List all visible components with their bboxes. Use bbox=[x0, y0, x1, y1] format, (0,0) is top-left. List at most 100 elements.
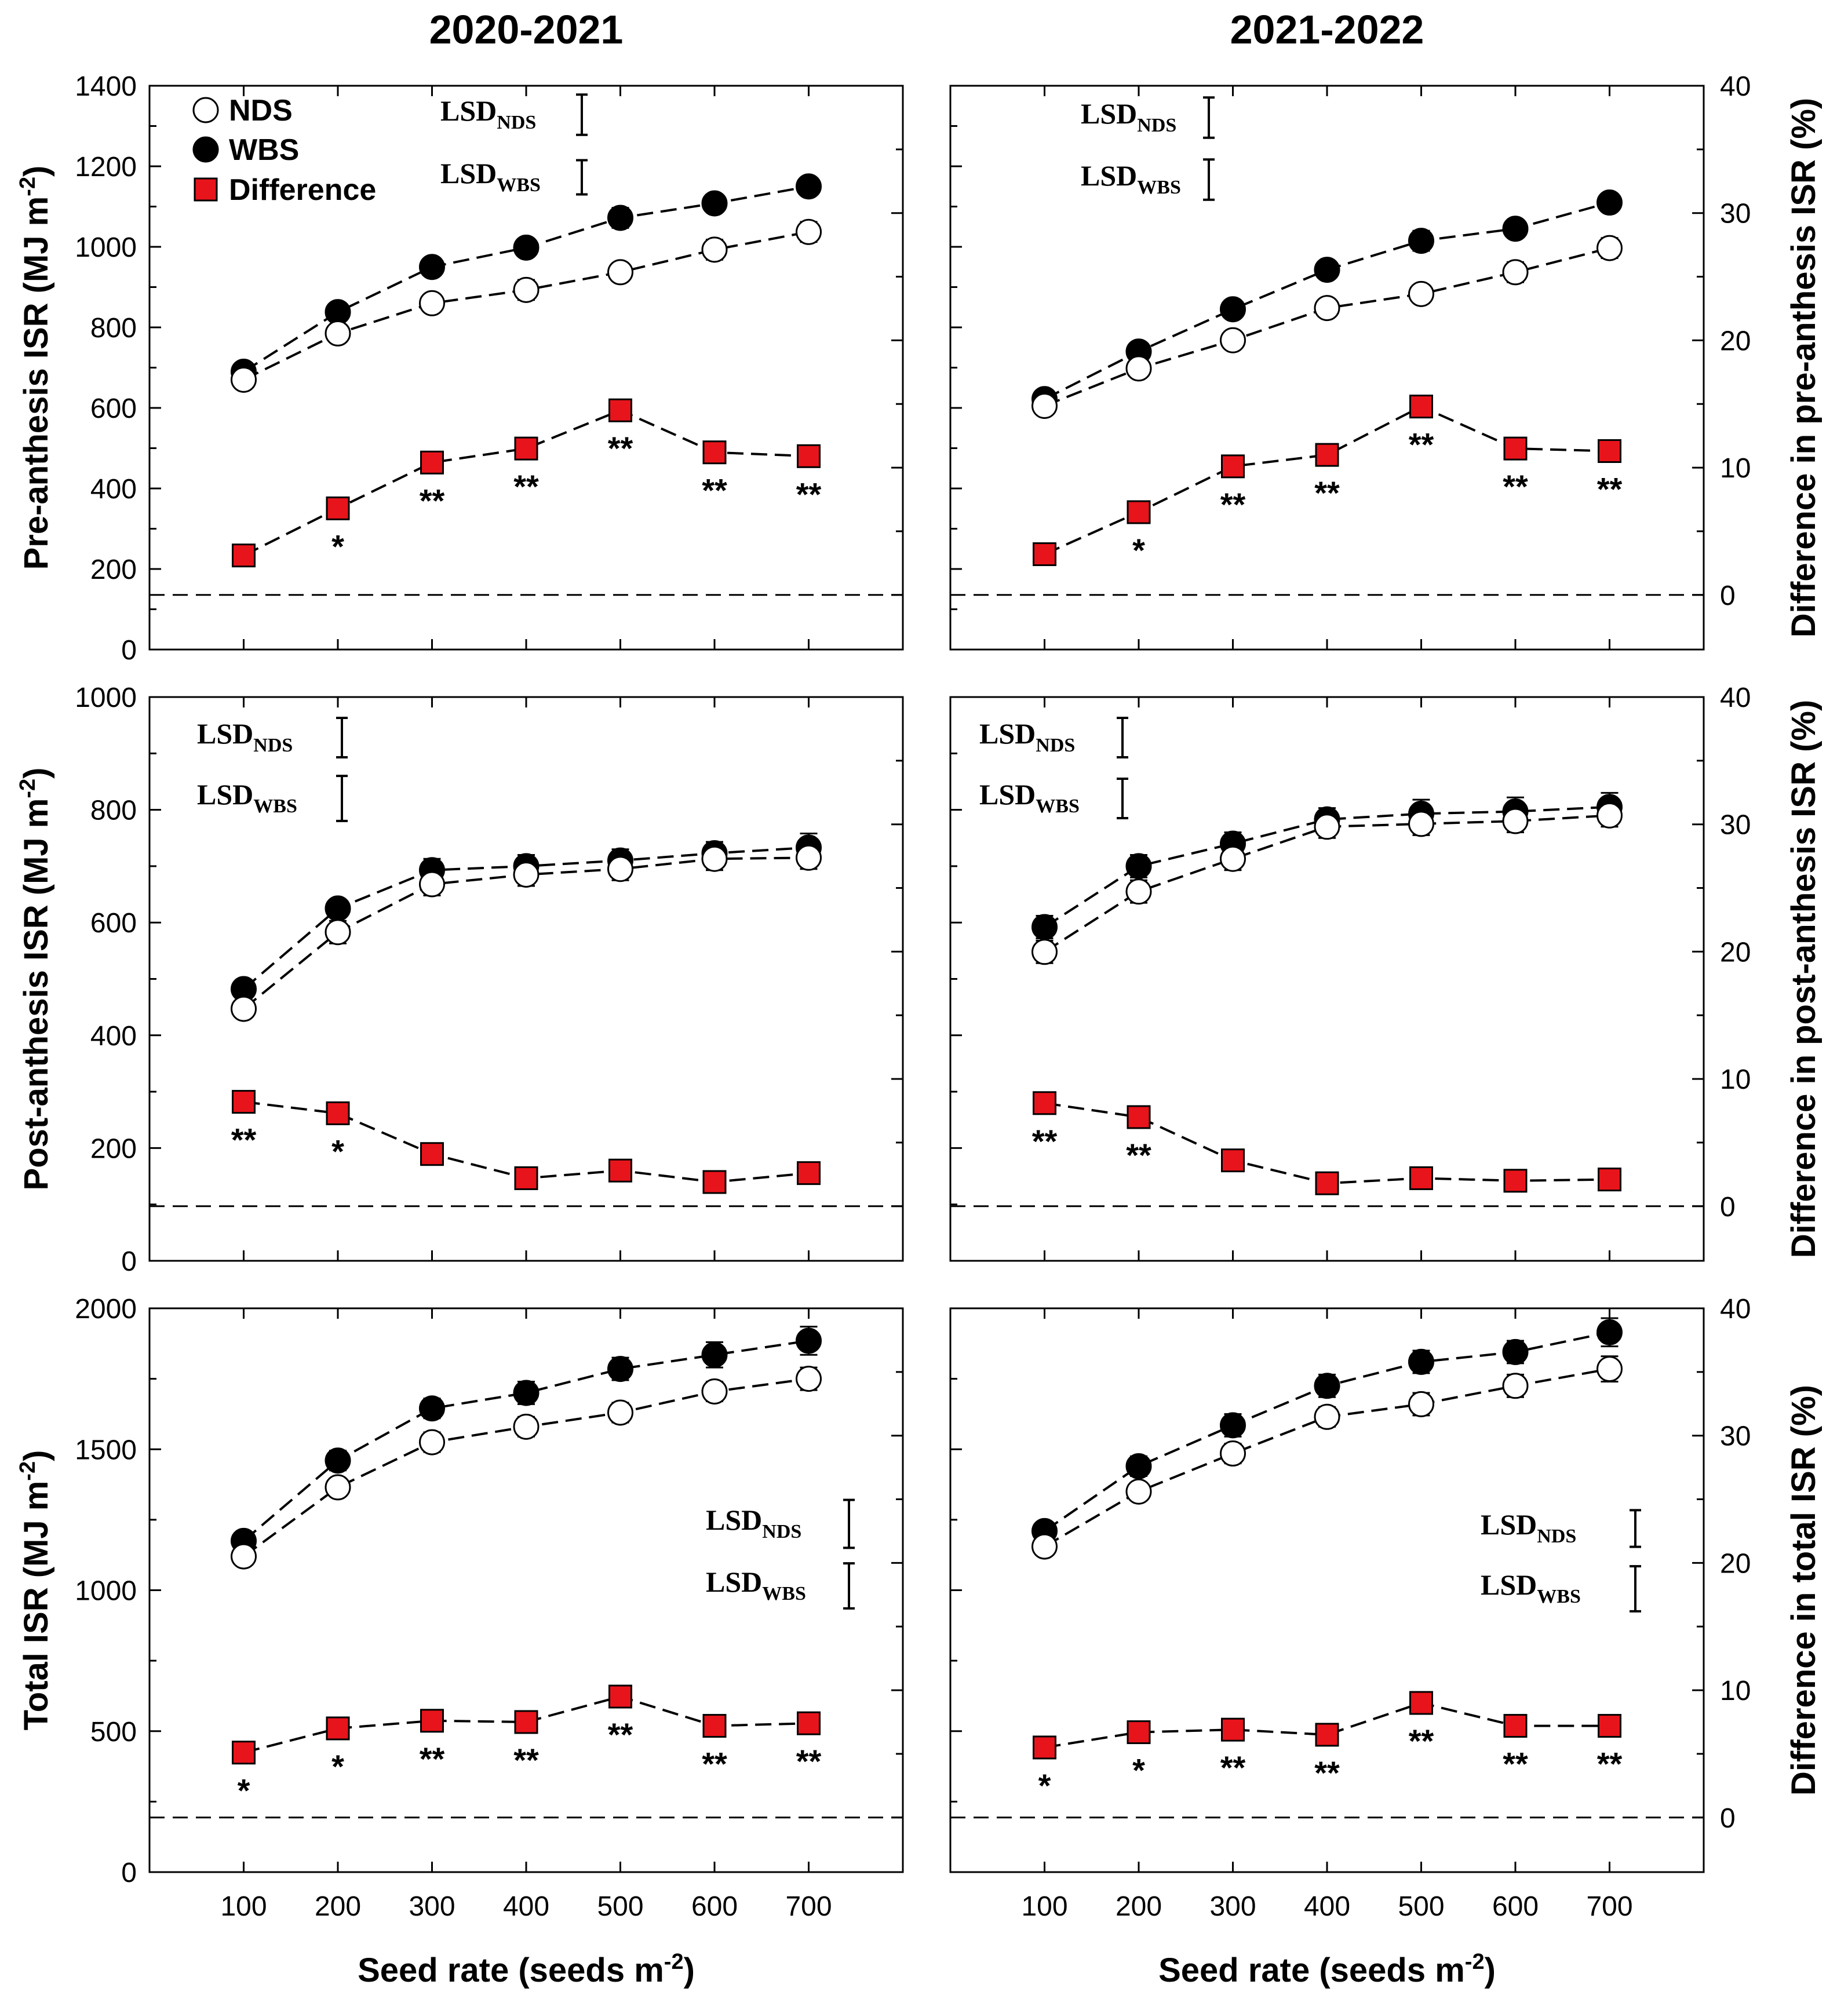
marker-difference bbox=[1033, 1091, 1056, 1115]
significance-label: ** bbox=[1314, 1754, 1340, 1791]
y-tick-label: 600 bbox=[90, 393, 137, 424]
marker-wbs bbox=[1314, 257, 1340, 283]
lsd-word: LSD bbox=[440, 94, 497, 127]
column-title: 2021-2022 bbox=[1230, 7, 1424, 52]
significance-label: * bbox=[1132, 532, 1145, 568]
lsd-subscript: WBS bbox=[497, 174, 541, 196]
lsd-word: LSD bbox=[1481, 1508, 1537, 1541]
marker-difference bbox=[1409, 395, 1433, 419]
y-axis-title-right: Difference in post-anthesis ISR (%) bbox=[1785, 700, 1823, 1258]
y-tick-label: 200 bbox=[90, 555, 137, 585]
y2-tick-label: 30 bbox=[1720, 810, 1751, 841]
significance-label: ** bbox=[702, 472, 727, 509]
lsd-word: LSD bbox=[706, 1504, 762, 1536]
lsd-label: LSDWBS bbox=[197, 778, 297, 817]
x-tick-label: 400 bbox=[1304, 1891, 1350, 1922]
y2-tick-label: 20 bbox=[1720, 937, 1751, 968]
marker-wbs bbox=[513, 1380, 540, 1406]
y-axis-title-right: Difference in pre-anthesis ISR (%) bbox=[1785, 98, 1823, 637]
marker-difference bbox=[608, 1684, 632, 1709]
marker-nds bbox=[701, 845, 728, 872]
y2-tick-label: 40 bbox=[1720, 683, 1751, 713]
marker-nds bbox=[1031, 939, 1058, 965]
significance-label: ** bbox=[420, 1741, 445, 1777]
marker-nds bbox=[1502, 259, 1529, 286]
marker-difference bbox=[1315, 1171, 1339, 1195]
marker-nds bbox=[1220, 1440, 1246, 1467]
marker-nds bbox=[701, 1378, 728, 1405]
y-axis-title-main: Pre-anthesis ISR (MJ m bbox=[17, 196, 55, 570]
significance-label: * bbox=[331, 1748, 344, 1785]
lsd-word: LSD bbox=[197, 717, 253, 750]
significance-label: ** bbox=[1126, 1137, 1151, 1173]
y-tick-label: 0 bbox=[121, 1858, 137, 1888]
marker-nds bbox=[796, 1366, 822, 1392]
marker-nds bbox=[325, 1474, 351, 1501]
marker-wbs bbox=[513, 234, 540, 261]
marker-wbs bbox=[796, 1327, 822, 1354]
significance-label: ** bbox=[702, 1746, 727, 1782]
marker-nds bbox=[607, 259, 633, 286]
lsd-word: LSD bbox=[1081, 159, 1137, 192]
marker-difference bbox=[797, 444, 821, 468]
marker-nds bbox=[1314, 1403, 1340, 1430]
marker-difference bbox=[420, 1709, 444, 1733]
marker-nds bbox=[607, 856, 633, 882]
marker-nds bbox=[607, 1399, 633, 1426]
y-axis-title-superscript: -2 bbox=[16, 177, 40, 196]
marker-wbs bbox=[1502, 216, 1529, 242]
x-axis-title-end: ) bbox=[1485, 1951, 1496, 1989]
lsd-word: LSD bbox=[1081, 97, 1137, 130]
marker-nds bbox=[1031, 393, 1058, 419]
significance-label: * bbox=[331, 1133, 344, 1169]
y2-tick-label: 40 bbox=[1720, 1294, 1751, 1325]
lsd-subscript: NDS bbox=[253, 735, 293, 756]
y-tick-label: 1000 bbox=[75, 1576, 137, 1607]
lsd-subscript: NDS bbox=[1537, 1526, 1576, 1547]
significance-label: * bbox=[1132, 1752, 1145, 1789]
marker-nds bbox=[1597, 235, 1623, 261]
y-axis-title-left: Total ISR (MJ m-2) bbox=[16, 1450, 55, 1731]
marker-wbs bbox=[1220, 1412, 1246, 1439]
y-tick-label: 0 bbox=[121, 1246, 137, 1277]
marker-wbs bbox=[419, 1395, 445, 1422]
marker-difference bbox=[702, 1714, 727, 1738]
x-axis-title-superscript: -2 bbox=[1465, 1950, 1485, 1974]
marker-nds bbox=[513, 861, 540, 888]
lsd-label: LSDNDS bbox=[1481, 1508, 1576, 1547]
x-tick-label: 600 bbox=[691, 1891, 738, 1922]
marker-wbs bbox=[607, 1356, 633, 1382]
marker-difference bbox=[702, 1170, 727, 1194]
x-axis-title: Seed rate (seeds m-2) bbox=[1158, 1950, 1496, 1989]
marker-difference bbox=[232, 543, 256, 568]
marker-difference bbox=[1127, 1105, 1151, 1129]
y-tick-label: 1000 bbox=[75, 232, 137, 263]
marker-difference bbox=[1221, 454, 1245, 479]
significance-label: ** bbox=[1597, 1746, 1623, 1782]
lsd-word: LSD bbox=[1481, 1568, 1537, 1601]
marker-nds bbox=[419, 871, 445, 898]
marker-wbs bbox=[1314, 1373, 1340, 1399]
marker-nds bbox=[231, 995, 257, 1022]
marker-difference bbox=[514, 436, 538, 461]
plot-frame bbox=[148, 85, 904, 651]
lsd-subscript: WBS bbox=[1537, 1586, 1581, 1607]
significance-label: ** bbox=[1597, 471, 1623, 508]
lsd-subscript: WBS bbox=[1036, 796, 1080, 817]
marker-nds bbox=[1408, 811, 1434, 837]
y2-tick-label: 20 bbox=[1720, 326, 1751, 356]
y-axis-title-end: ) bbox=[17, 166, 55, 177]
marker-wbs bbox=[325, 1447, 351, 1474]
marker-nds bbox=[325, 320, 351, 346]
marker-nds bbox=[1314, 814, 1340, 840]
significance-label: ** bbox=[1032, 1123, 1058, 1159]
y2-tick-label: 10 bbox=[1720, 1676, 1751, 1706]
marker-difference bbox=[797, 1711, 821, 1735]
marker-nds bbox=[1314, 295, 1340, 322]
marker-wbs bbox=[1597, 189, 1623, 216]
y-axis-title-left: Post-anthesis ISR (MJ m-2) bbox=[16, 768, 55, 1191]
legend-marker-nds bbox=[192, 97, 219, 123]
y2-tick-label: 0 bbox=[1720, 1192, 1736, 1223]
significance-label: ** bbox=[1220, 486, 1246, 523]
